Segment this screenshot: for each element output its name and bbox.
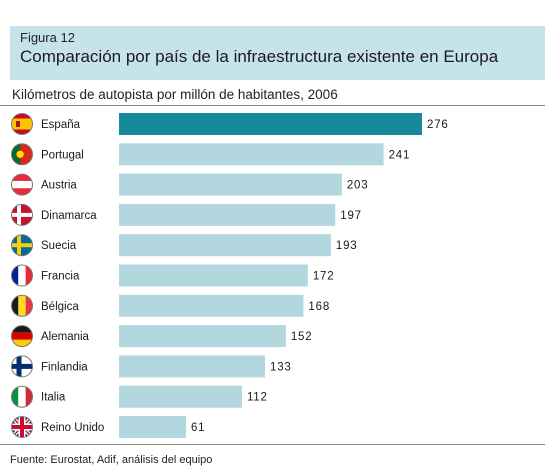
bar-row: Alemania 152 (11, 325, 313, 348)
data-label: 276 (427, 119, 449, 131)
figure-header: Figura 12 Comparación por país de la inf… (10, 26, 545, 80)
denmark-flag-icon (11, 203, 33, 226)
bar (119, 234, 331, 257)
data-label: 133 (270, 361, 292, 373)
uk-flag-icon (11, 416, 33, 438)
data-label: 172 (313, 271, 335, 283)
category-label: Austria (41, 180, 77, 192)
category-label: Alemania (41, 331, 90, 343)
bar (119, 325, 286, 348)
bar-row: Italia 112 (11, 385, 268, 408)
figure-title: Comparación por país de la infraestructu… (20, 47, 499, 66)
data-label: 197 (340, 210, 362, 222)
category-label: Bélgica (41, 301, 79, 313)
france-flag-icon (11, 264, 33, 287)
italy-flag-icon (11, 385, 33, 408)
data-label: 193 (336, 240, 358, 252)
bar (119, 355, 266, 378)
bar-chart: España 276 Portugal 241 Austria 203 Dinamarca 1… (11, 113, 449, 438)
data-label: 203 (347, 180, 369, 192)
bar (119, 416, 186, 438)
category-label: España (41, 119, 81, 131)
bottom-divider (0, 444, 545, 445)
bar (119, 203, 336, 226)
bar-row: Dinamarca 197 (11, 203, 362, 226)
bar-row: Finlandia 133 (11, 355, 292, 378)
category-label: Italia (41, 392, 66, 404)
bar (119, 264, 308, 287)
bar-row: Reino Unido 61 (11, 416, 205, 438)
data-label: 112 (247, 392, 268, 404)
category-label: Finlandia (41, 361, 88, 373)
data-label: 241 (389, 149, 411, 161)
bar-row: España 276 (11, 113, 449, 135)
source-note: Fuente: Eurostat, Adif, análisis del equ… (10, 454, 213, 466)
bar-row: Austria 203 (11, 173, 369, 196)
belgium-flag-icon (11, 294, 33, 317)
data-label: 61 (191, 422, 205, 434)
bar-row: Portugal 241 (11, 143, 411, 166)
bar-row: Francia 172 (11, 264, 335, 287)
bar (119, 385, 242, 408)
category-label: Dinamarca (41, 210, 97, 222)
finland-flag-icon (11, 355, 33, 378)
figure-label: Figura 12 (20, 30, 75, 45)
category-label: Portugal (41, 149, 84, 161)
category-label: Reino Unido (41, 422, 104, 434)
germany-flag-icon (11, 325, 33, 348)
austria-flag-icon (11, 173, 33, 196)
bar (119, 294, 304, 317)
data-label: 168 (308, 301, 330, 313)
data-label: 152 (291, 331, 313, 343)
bar (119, 143, 384, 166)
bar-row: Suecia 193 (11, 234, 358, 257)
spain-flag-icon (11, 113, 33, 135)
top-divider (0, 105, 545, 106)
bar (119, 113, 422, 135)
category-label: Francia (41, 271, 80, 283)
bar (119, 173, 342, 196)
chart-title: Kilómetros de autopista por millón de ha… (12, 87, 338, 102)
sweden-flag-icon (11, 234, 33, 257)
category-label: Suecia (41, 240, 77, 252)
portugal-flag-icon (11, 143, 33, 166)
bar-row: Bélgica 168 (11, 294, 330, 317)
